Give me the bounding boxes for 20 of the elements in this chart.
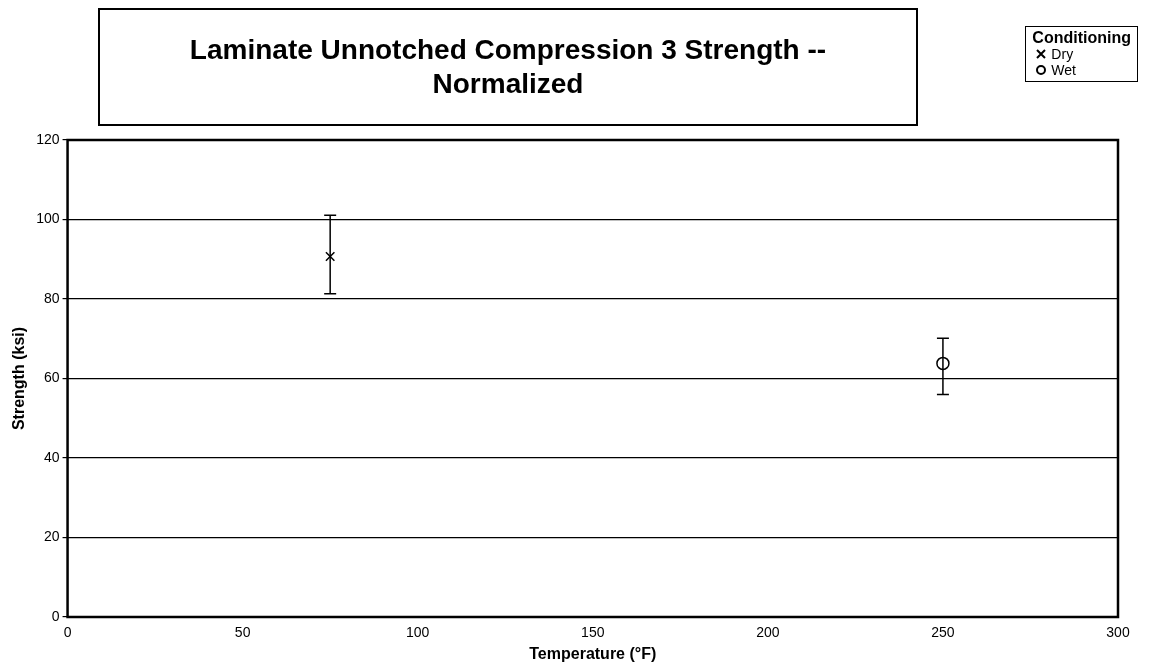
x-tick-label: 150: [581, 624, 605, 641]
legend-title: Conditioning: [1032, 29, 1131, 46]
x-tick-label: 300: [1106, 624, 1130, 641]
chart-title: Laminate Unnotched Compression 3 Strength -- Normalized: [98, 8, 918, 126]
x-tick-label: 250: [931, 624, 955, 641]
y-tick-label: 60: [43, 369, 60, 386]
legend-label: Dry: [1051, 46, 1074, 62]
y-tick-label: 80: [43, 289, 60, 306]
legend-label: Wet: [1051, 62, 1076, 78]
x-tick-label: 0: [63, 624, 72, 641]
x-tick-label: 200: [756, 624, 780, 641]
y-axis-title: Strength (ksi): [10, 326, 28, 431]
y-tick-label: 0: [51, 607, 60, 624]
y-tick-label: 100: [36, 210, 60, 227]
y-tick-label: 40: [43, 448, 60, 465]
x-tick-label: 50: [234, 624, 251, 641]
x-axis-title: Temperature (°F): [529, 644, 657, 662]
y-tick-label: 120: [36, 130, 60, 147]
x-tick-label: 100: [406, 624, 430, 641]
y-tick-label: 20: [43, 528, 60, 545]
